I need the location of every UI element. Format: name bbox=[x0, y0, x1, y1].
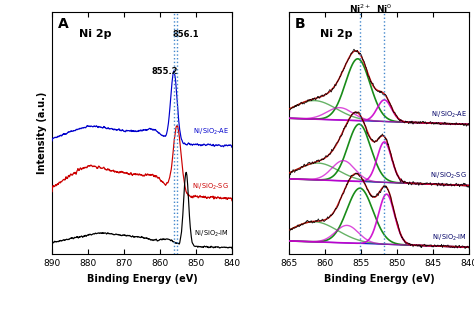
Text: A: A bbox=[57, 17, 68, 31]
Text: Ni 2p: Ni 2p bbox=[320, 29, 353, 39]
Text: Ni/SiO$_2$-IM: Ni/SiO$_2$-IM bbox=[432, 232, 467, 243]
Text: Ni/SiO$_2$-AE: Ni/SiO$_2$-AE bbox=[431, 110, 467, 120]
Text: Ni/SiO$_2$-IM: Ni/SiO$_2$-IM bbox=[194, 228, 229, 239]
Text: 856.1: 856.1 bbox=[172, 30, 199, 39]
Text: Ni/SiO$_2$-SG: Ni/SiO$_2$-SG bbox=[192, 182, 229, 192]
Text: Ni$^{0}$: Ni$^{0}$ bbox=[376, 3, 392, 16]
Text: Ni$^{2+}$: Ni$^{2+}$ bbox=[349, 3, 371, 16]
Text: Ni 2p: Ni 2p bbox=[79, 29, 111, 39]
Text: Ni/SiO$_2$-SG: Ni/SiO$_2$-SG bbox=[430, 171, 467, 181]
Text: 855.2: 855.2 bbox=[152, 67, 178, 76]
Text: B: B bbox=[295, 17, 305, 31]
X-axis label: Binding Energy (eV): Binding Energy (eV) bbox=[324, 274, 435, 284]
X-axis label: Binding Energy (eV): Binding Energy (eV) bbox=[87, 274, 197, 284]
Text: Ni/SiO$_2$-AE: Ni/SiO$_2$-AE bbox=[193, 127, 229, 137]
Y-axis label: Intensity (a.u.): Intensity (a.u.) bbox=[36, 92, 46, 175]
